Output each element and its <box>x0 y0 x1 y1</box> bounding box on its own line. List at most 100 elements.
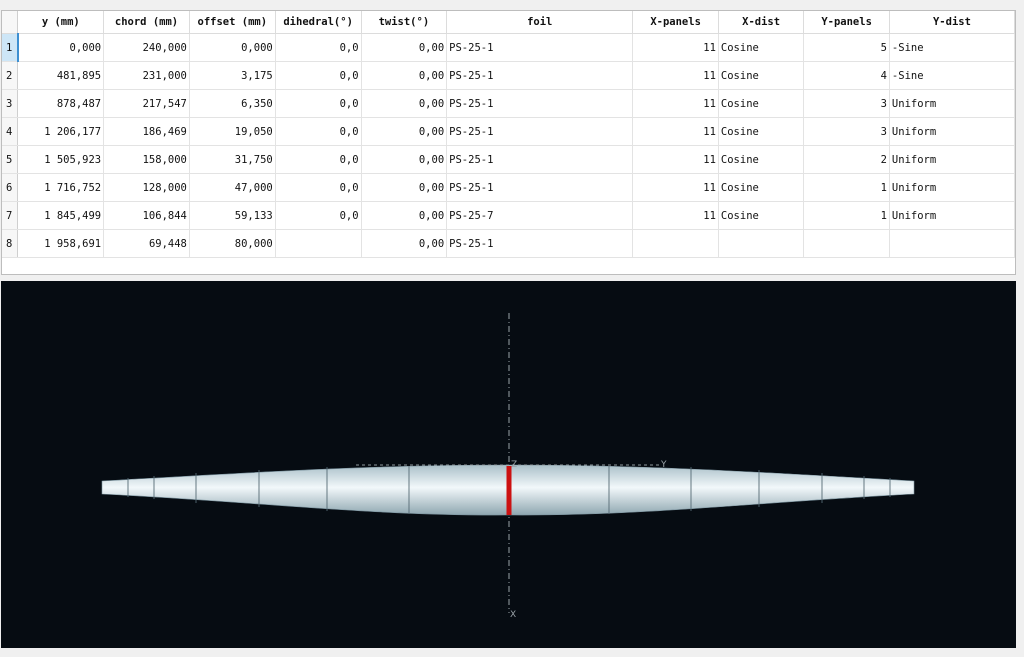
cell-chord[interactable]: 231,000 <box>103 61 190 90</box>
cell-y-dist[interactable]: Uniform <box>889 89 1015 118</box>
cell-foil[interactable]: PS-25-1 <box>446 173 634 202</box>
cell-y-panels[interactable]: 3 <box>803 89 890 118</box>
cell-y-dist[interactable]: Uniform <box>889 201 1015 230</box>
row-header[interactable]: 5 <box>2 145 19 174</box>
cell-chord[interactable]: 158,000 <box>103 145 190 174</box>
cell-y[interactable]: 1 716,752 <box>17 173 105 202</box>
cell-y[interactable]: 1 845,499 <box>17 201 105 230</box>
cell-twist[interactable]: 0,00 <box>361 145 448 174</box>
cell-y-panels[interactable] <box>803 229 890 258</box>
cell-dihedral[interactable]: 0,0 <box>275 145 362 174</box>
cell-x-panels[interactable]: 11 <box>632 145 719 174</box>
cell-x-dist[interactable]: Cosine <box>718 145 805 174</box>
cell-twist[interactable]: 0,00 <box>361 117 448 146</box>
column-header-offset[interactable]: offset (mm) <box>189 11 276 34</box>
cell-x-dist[interactable]: Cosine <box>718 117 805 146</box>
cell-x-dist[interactable]: Cosine <box>718 201 805 230</box>
cell-foil[interactable]: PS-25-1 <box>446 145 634 174</box>
cell-twist[interactable]: 0,00 <box>361 33 448 62</box>
table-row[interactable]: 4 1 206,177 186,469 19,050 0,0 0,00 PS-2… <box>2 117 1015 146</box>
cell-y[interactable]: 1 958,691 <box>17 229 105 258</box>
table-corner-cell[interactable] <box>2 11 19 34</box>
table-row[interactable]: 6 1 716,752 128,000 47,000 0,0 0,00 PS-2… <box>2 173 1015 202</box>
cell-offset[interactable]: 0,000 <box>189 33 276 62</box>
cell-y[interactable]: 878,487 <box>17 89 105 118</box>
cell-chord[interactable]: 240,000 <box>103 33 190 62</box>
row-header[interactable]: 4 <box>2 117 19 146</box>
cell-y-dist[interactable]: Uniform <box>889 117 1015 146</box>
cell-y-panels[interactable]: 3 <box>803 117 890 146</box>
cell-y-dist[interactable]: -Sine <box>889 61 1015 90</box>
cell-x-panels[interactable]: 11 <box>632 89 719 118</box>
table-row[interactable]: 7 1 845,499 106,844 59,133 0,0 0,00 PS-2… <box>2 201 1015 230</box>
cell-x-dist[interactable]: Cosine <box>718 89 805 118</box>
cell-y-dist[interactable]: Uniform <box>889 173 1015 202</box>
cell-y-panels[interactable]: 5 <box>803 33 890 62</box>
cell-offset[interactable]: 3,175 <box>189 61 276 90</box>
cell-x-dist[interactable]: Cosine <box>718 61 805 90</box>
cell-foil[interactable]: PS-25-1 <box>446 33 634 62</box>
cell-offset[interactable]: 47,000 <box>189 173 276 202</box>
cell-x-dist[interactable]: Cosine <box>718 33 805 62</box>
cell-x-dist[interactable] <box>718 229 805 258</box>
cell-twist[interactable]: 0,00 <box>361 229 448 258</box>
cell-twist[interactable]: 0,00 <box>361 89 448 118</box>
column-header-y-panels[interactable]: Y-panels <box>803 11 890 34</box>
row-header[interactable]: 2 <box>2 61 19 90</box>
column-header-y[interactable]: y (mm) <box>17 11 105 34</box>
cell-offset[interactable]: 31,750 <box>189 145 276 174</box>
column-header-y-dist[interactable]: Y-dist <box>889 11 1015 34</box>
wing-3d-canvas[interactable]: Z Y X <box>1 281 1016 648</box>
cell-offset[interactable]: 19,050 <box>189 117 276 146</box>
column-header-twist[interactable]: twist(°) <box>361 11 448 34</box>
cell-y[interactable]: 0,000 <box>17 33 105 62</box>
table-row[interactable]: 3 878,487 217,547 6,350 0,0 0,00 PS-25-1… <box>2 89 1015 118</box>
cell-y-dist[interactable]: -Sine <box>889 33 1015 62</box>
cell-foil[interactable]: PS-25-1 <box>446 229 634 258</box>
cell-foil[interactable]: PS-25-1 <box>446 89 634 118</box>
cell-x-panels[interactable]: 11 <box>632 173 719 202</box>
cell-foil[interactable]: PS-25-1 <box>446 61 634 90</box>
table-row[interactable]: 8 1 958,691 69,448 80,000 0,00 PS-25-1 <box>2 229 1015 258</box>
cell-y-panels[interactable]: 1 <box>803 201 890 230</box>
cell-x-panels[interactable]: 11 <box>632 201 719 230</box>
cell-dihedral[interactable]: 0,0 <box>275 117 362 146</box>
cell-y-panels[interactable]: 1 <box>803 173 890 202</box>
cell-y-panels[interactable]: 4 <box>803 61 890 90</box>
cell-x-panels[interactable] <box>632 229 719 258</box>
cell-y-dist[interactable]: Uniform <box>889 145 1015 174</box>
column-header-x-dist[interactable]: X-dist <box>718 11 805 34</box>
row-header[interactable]: 7 <box>2 201 19 230</box>
cell-x-dist[interactable]: Cosine <box>718 173 805 202</box>
table-row[interactable]: 1 0,000 240,000 0,000 0,0 0,00 PS-25-1 1… <box>2 33 1015 62</box>
cell-chord[interactable]: 106,844 <box>103 201 190 230</box>
cell-x-panels[interactable]: 11 <box>632 61 719 90</box>
cell-twist[interactable]: 0,00 <box>361 173 448 202</box>
wing-3d-view[interactable]: Z Y X <box>1 281 1016 648</box>
table-row[interactable]: 5 1 505,923 158,000 31,750 0,0 0,00 PS-2… <box>2 145 1015 174</box>
cell-y-panels[interactable]: 2 <box>803 145 890 174</box>
cell-x-panels[interactable]: 11 <box>632 117 719 146</box>
cell-chord[interactable]: 128,000 <box>103 173 190 202</box>
cell-offset[interactable]: 59,133 <box>189 201 276 230</box>
cell-foil[interactable]: PS-25-1 <box>446 117 634 146</box>
cell-chord[interactable]: 186,469 <box>103 117 190 146</box>
cell-chord[interactable]: 69,448 <box>103 229 190 258</box>
cell-twist[interactable]: 0,00 <box>361 61 448 90</box>
row-header[interactable]: 8 <box>2 229 19 258</box>
cell-offset[interactable]: 6,350 <box>189 89 276 118</box>
cell-foil[interactable]: PS-25-7 <box>446 201 634 230</box>
cell-dihedral[interactable]: 0,0 <box>275 173 362 202</box>
selected-section-highlight[interactable] <box>506 466 512 515</box>
cell-chord[interactable]: 217,547 <box>103 89 190 118</box>
cell-y[interactable]: 481,895 <box>17 61 105 90</box>
column-header-foil[interactable]: foil <box>446 11 634 34</box>
cell-dihedral[interactable] <box>275 229 362 258</box>
cell-twist[interactable]: 0,00 <box>361 201 448 230</box>
cell-dihedral[interactable]: 0,0 <box>275 89 362 118</box>
row-header[interactable]: 3 <box>2 89 19 118</box>
row-header[interactable]: 6 <box>2 173 19 202</box>
cell-y[interactable]: 1 206,177 <box>17 117 105 146</box>
column-header-chord[interactable]: chord (mm) <box>103 11 190 34</box>
cell-dihedral[interactable]: 0,0 <box>275 201 362 230</box>
